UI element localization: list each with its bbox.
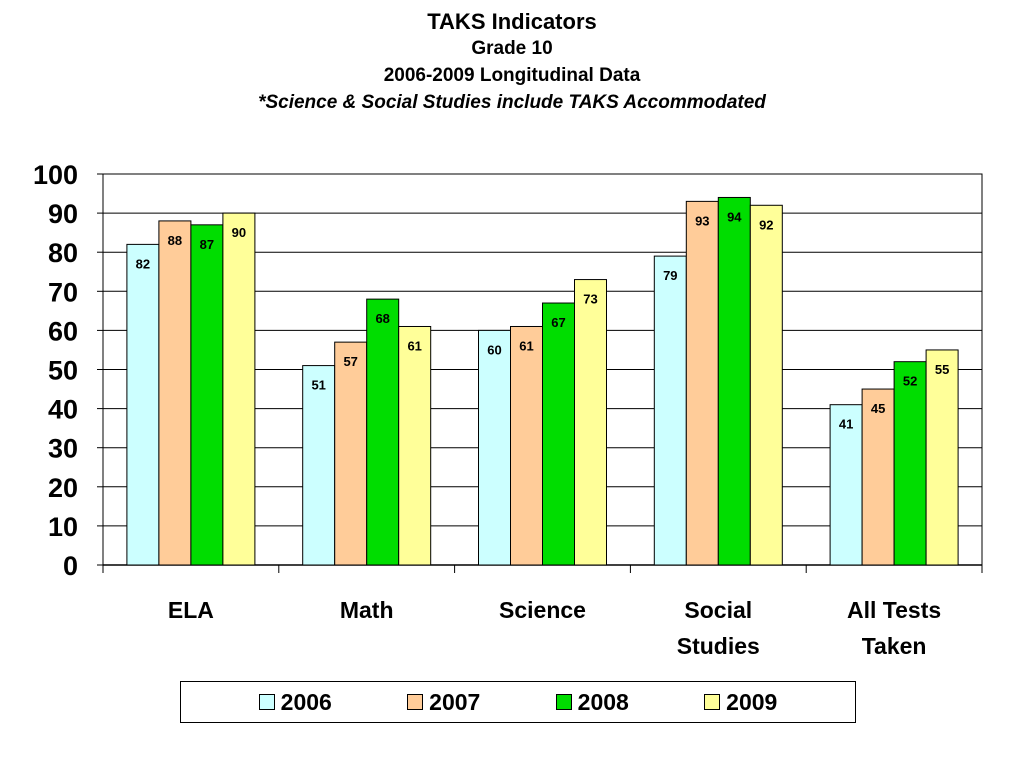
x-category-label: Taken <box>862 633 927 659</box>
x-category-label: All Tests <box>847 597 941 623</box>
y-tick-label: 50 <box>48 356 78 386</box>
data-label-2009: 92 <box>759 217 773 232</box>
bar-2007 <box>685 200 719 566</box>
data-label-2007: 88 <box>168 233 182 248</box>
bar-2009 <box>574 279 607 566</box>
bar-2008 <box>893 361 927 566</box>
chart-titles: TAKS Indicators Grade 10 2006-2009 Longi… <box>0 8 1024 116</box>
legend-item-2007: 2007 <box>407 689 480 716</box>
bar-chart: 0 10 20 30 40 50 60 70 80 90 100 82 88 87 90 ELA 51 57 68 6… <box>33 160 983 659</box>
x-category-label: Studies <box>677 633 760 659</box>
legend-swatch-2006 <box>258 694 275 710</box>
bar-2009 <box>222 212 256 566</box>
y-tick-label: 60 <box>48 316 78 346</box>
bar-2006 <box>302 365 336 566</box>
y-tick-label: 30 <box>48 434 78 464</box>
legend-label-2007: 2007 <box>429 688 481 715</box>
y-tick-label: 10 <box>48 512 78 542</box>
bar-2009 <box>398 325 432 566</box>
data-label-2009: 73 <box>583 292 597 307</box>
data-label-2006: 60 <box>487 342 501 357</box>
bar-2008 <box>717 196 751 566</box>
chart-title: TAKS Indicators <box>427 9 597 34</box>
chart-subtitle-grade: Grade 10 <box>471 38 553 59</box>
bar-2008 <box>190 224 224 566</box>
data-label-2008: 67 <box>551 315 565 330</box>
data-label-2009: 55 <box>935 362 949 377</box>
y-tick-label: 0 <box>63 551 78 581</box>
bar-2007 <box>334 341 368 566</box>
bar-2008 <box>366 298 400 566</box>
legend-label-2006: 2006 <box>280 688 332 715</box>
data-label-2007: 93 <box>695 213 709 228</box>
data-label-2006: 82 <box>136 256 150 271</box>
bar-2007 <box>510 325 543 566</box>
y-tick-label: 90 <box>48 199 78 229</box>
bar-2009 <box>925 349 959 566</box>
chart-subtitle-years: 2006-2009 Longitudinal Data <box>383 65 641 86</box>
bar-2007 <box>861 388 895 566</box>
legend-item-2009: 2009 <box>704 689 777 716</box>
bar-2006 <box>653 255 687 566</box>
y-tick-label: 100 <box>33 160 78 190</box>
bar-2008 <box>542 302 575 566</box>
data-label-2006: 79 <box>663 268 677 283</box>
legend-item-2008: 2008 <box>555 688 629 716</box>
data-label-2008: 87 <box>200 237 214 252</box>
x-category-label: Social <box>684 597 752 623</box>
legend-swatch-2007 <box>407 694 424 710</box>
data-label-2006: 51 <box>311 378 325 393</box>
data-label-2008: 52 <box>903 374 917 389</box>
data-label-2008: 68 <box>375 311 389 326</box>
chart-subtitle-note: *Science & Social Studies include TAKS A… <box>258 92 766 113</box>
data-label-2007: 57 <box>343 354 357 369</box>
legend-swatch-2009 <box>704 694 721 710</box>
legend-swatch-2008 <box>555 694 572 710</box>
legend-label-2008: 2008 <box>577 688 629 715</box>
x-category-label: ELA <box>168 597 214 623</box>
legend-item-2006: 2006 <box>258 688 332 716</box>
x-category-label: Science <box>499 597 586 623</box>
y-tick-label: 70 <box>48 277 78 307</box>
x-category-label: Math <box>340 597 394 623</box>
data-label-2009: 90 <box>232 225 246 240</box>
data-label-2007: 45 <box>871 401 885 416</box>
y-tick-label: 20 <box>48 473 78 503</box>
bar-2009 <box>749 204 783 566</box>
data-label-2006: 41 <box>839 417 853 432</box>
bar-2007 <box>158 220 192 566</box>
bar-2006 <box>126 243 160 566</box>
data-label-2009: 61 <box>407 338 421 353</box>
legend-label-2009: 2009 <box>726 688 778 715</box>
chart-legend: 2006 2007 2008 2009 <box>180 681 856 723</box>
data-label-2008: 94 <box>727 209 742 224</box>
bar-2006 <box>478 329 511 566</box>
data-label-2007: 61 <box>519 338 533 353</box>
y-tick-label: 40 <box>48 395 78 425</box>
y-tick-label: 80 <box>48 238 78 268</box>
